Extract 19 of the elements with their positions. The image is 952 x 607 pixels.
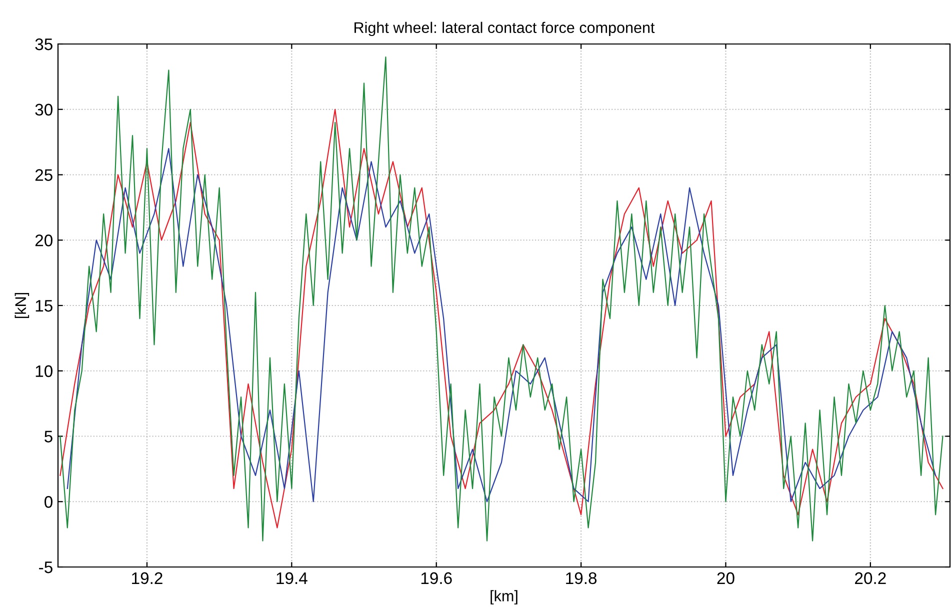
x-tick-label: 19.8 <box>566 572 597 584</box>
x-tick-label: 20 <box>717 572 734 584</box>
y-tick-label: 20 <box>35 234 52 246</box>
y-tick-label: 25 <box>35 169 52 181</box>
x-tick-label: 19.6 <box>421 572 452 584</box>
y-tick-label: 10 <box>36 365 52 378</box>
y-tick-label: 0 <box>44 496 52 508</box>
x-tick-label: 19.2 <box>132 572 162 584</box>
x-tick-label: 19.4 <box>276 572 308 584</box>
line-series <box>66 148 936 502</box>
y-tick-label: 15 <box>36 300 52 312</box>
y-axis-title: [kN] <box>14 293 30 318</box>
y-tick-label: -5 <box>39 562 52 574</box>
x-tick-label: 20.2 <box>855 572 886 584</box>
x-axis-title: [km] <box>490 590 518 604</box>
y-tick-label: 35 <box>35 38 52 50</box>
y-tick-label: 5 <box>44 430 52 442</box>
y-tick-label: 30 <box>35 104 52 116</box>
chart-title: Right wheel: lateral contact force component <box>354 22 655 36</box>
